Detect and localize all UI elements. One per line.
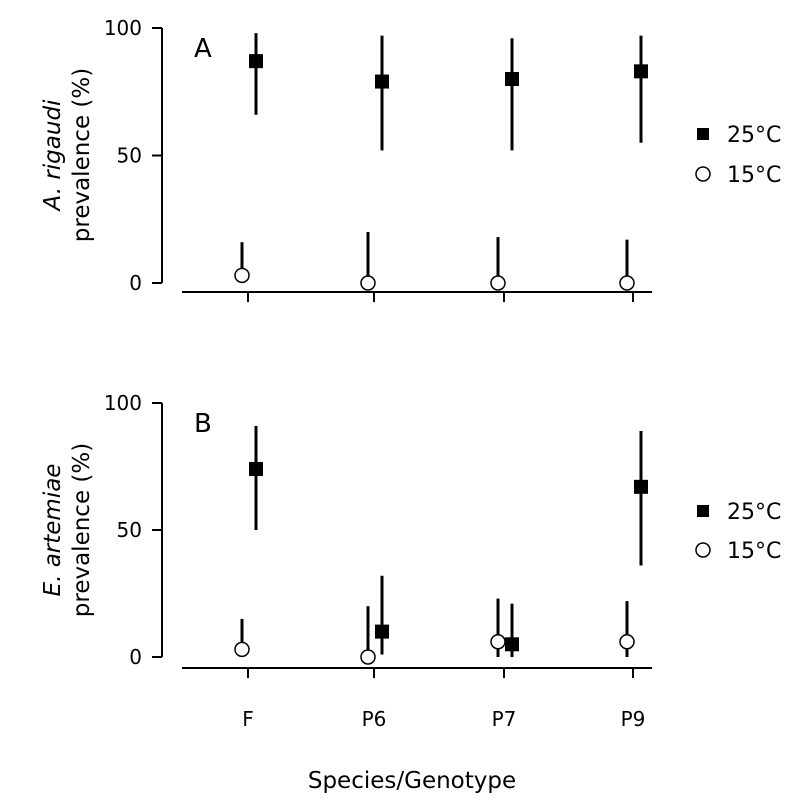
- data-point-circle: [234, 641, 250, 658]
- y-tick-label: 0: [129, 645, 142, 669]
- data-point-circle: [360, 649, 376, 665]
- y-axis-label-part: prevalence (%): [69, 443, 95, 617]
- legend-marker-square: [697, 128, 709, 140]
- y-axis-label-part: prevalence (%): [69, 68, 95, 242]
- y-tick-label: 50: [117, 518, 142, 542]
- x-tick-label: P6: [362, 707, 387, 731]
- legend-label: 25°C: [727, 500, 781, 525]
- y-axis-label-part: A. rigaudi: [40, 99, 66, 212]
- data-point-square: [249, 462, 263, 477]
- data-point-circle: [619, 275, 635, 291]
- legend-marker-circle: [695, 542, 711, 558]
- y-tick-label: 100: [104, 16, 142, 40]
- legend-label: 25°C: [727, 123, 781, 148]
- y-axis-label: A. rigaudi prevalence (%): [40, 68, 95, 242]
- data-point-square: [375, 74, 389, 89]
- y-axis-label: E. artemiae prevalence (%): [40, 443, 95, 617]
- legend-label: 15°C: [727, 163, 781, 188]
- data-point-circle: [490, 634, 506, 650]
- data-point-square: [375, 624, 389, 639]
- x-tick-label: P9: [621, 707, 646, 731]
- panel-label: B: [194, 409, 212, 439]
- data-point-square: [634, 479, 648, 494]
- data-point-circle: [234, 267, 250, 284]
- y-axis-label-part: E. artemiae: [40, 464, 66, 597]
- legend-marker-circle: [695, 166, 711, 182]
- data-point-square: [634, 64, 648, 79]
- x-tick-labels: F P6 P7 P9: [242, 707, 645, 731]
- x-tick-label: P7: [492, 707, 517, 731]
- y-tick-label: 50: [117, 144, 142, 168]
- data-point-circle: [619, 634, 635, 650]
- y-tick-label: 100: [104, 391, 142, 415]
- panel-a: 0 50 100 A A. rigaudi prevalence (%) 25°C 15°C: [40, 16, 781, 302]
- panel-label: A: [194, 34, 212, 64]
- y-tick-label: 0: [129, 271, 142, 295]
- data-point-square: [505, 72, 519, 86]
- data-point-square: [505, 637, 519, 652]
- panel-b: 0 50 100 B E. artemiae prevalence (%) 25°C 15°C: [40, 391, 781, 678]
- legend-marker-square: [697, 505, 709, 517]
- x-tick-label: F: [242, 707, 254, 731]
- legend-label: 15°C: [727, 539, 781, 564]
- data-point-square: [249, 54, 263, 69]
- data-point-circle: [490, 275, 506, 291]
- data-point-circle: [360, 275, 376, 291]
- x-axis-label: Species/Genotype: [308, 768, 516, 794]
